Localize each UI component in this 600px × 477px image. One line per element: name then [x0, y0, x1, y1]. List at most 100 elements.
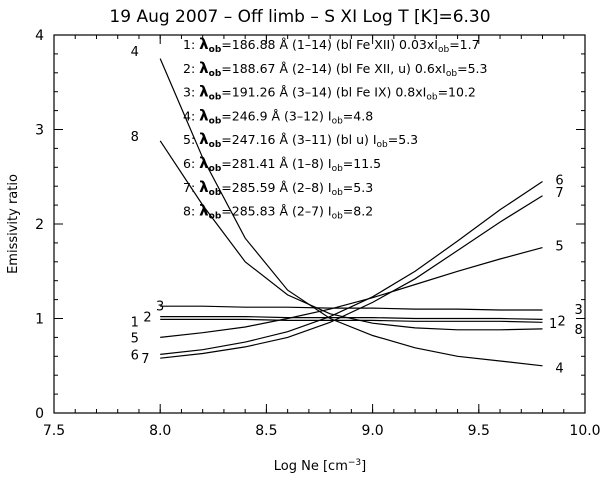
x-axis-label-main: Log Ne [cm [274, 459, 348, 474]
y-tick-label: 0 [35, 406, 44, 422]
legend-entry-part: =281.41 Å (1–8) I [221, 156, 331, 171]
legend-entry-part: ob [438, 45, 450, 55]
legend-entry-part: λ [199, 35, 209, 53]
legend-entry-part: =191.26 Å (3–14) (bl Fe IX) 0.8xI [221, 85, 426, 100]
legend-entry: 8: λob=285.83 Å (2–7) Iob=8.2 [183, 202, 373, 222]
series-line-6 [160, 181, 543, 355]
legend-entry: 1: λob=186.88 Å (1–14) (bl Fe XII) 0.03x… [183, 35, 480, 55]
legend-entry-part: λ [199, 106, 209, 124]
series-line-8 [159, 140, 543, 331]
legend-entry: 4: λob=246.9 Å (3–12) Iob=4.8 [183, 106, 373, 126]
legend-entry: 7: λob=285.59 Å (2–8) Iob=5.3 [183, 178, 373, 198]
legend-entry-part: ob [426, 93, 438, 103]
x-tick-label: 10.0 [569, 423, 600, 439]
legend-entry: 6: λob=281.41 Å (1–8) Iob=11.5 [183, 154, 381, 174]
line-label: 2 [143, 311, 151, 326]
legend-entry-part: ob [209, 188, 222, 198]
legend-entry-part: =188.67 Å (2–14) (bl Fe XII, u) 0.6xI [221, 61, 446, 76]
legend-entry-part: =8.2 [343, 204, 373, 219]
series-line-7 [160, 195, 543, 359]
x-tick-label: 9.0 [361, 423, 383, 439]
legend-entry-part: =11.5 [343, 156, 381, 171]
legend-entry-part: ob [332, 116, 344, 126]
legend-entry-part: 3: [183, 85, 199, 100]
line-label: 8 [131, 130, 139, 145]
legend-entry-part: =247.16 Å (3–11) (bl u) I [221, 132, 376, 147]
line-label: 6 [131, 348, 139, 363]
legend-entry-part: ob [209, 164, 222, 174]
legend-entry-part: 8: [183, 204, 199, 219]
legend-entry-part: ob [209, 140, 222, 150]
legend-entry-part: =285.59 Å (2–8) I [221, 180, 331, 195]
legend-entry-part: =5.3 [457, 61, 487, 76]
legend-entry-part: λ [199, 130, 209, 148]
line-label: 2 [557, 314, 565, 329]
legend-entry-part: ob [209, 69, 222, 79]
legend: 1: λob=186.88 Å (1–14) (bl Fe XII) 0.03x… [183, 35, 487, 222]
line-label: 1 [549, 317, 557, 332]
legend-entry-part: ob [209, 45, 222, 55]
legend-entry-part: 6: [183, 156, 199, 171]
legend-entry-part: =5.3 [388, 132, 418, 147]
legend-entry-part: λ [199, 202, 209, 220]
legend-entry-part: =4.8 [343, 108, 373, 123]
legend-entry-part: 1: [183, 37, 199, 52]
chart-title: 19 Aug 2007 – Off limb – S XI Log T [K]=… [109, 7, 490, 27]
legend-entry-part: λ [199, 59, 209, 77]
legend-entry-part: ob [446, 69, 458, 79]
legend-entry: 5: λob=247.16 Å (3–11) (bl u) Iob=5.3 [183, 130, 418, 150]
x-axis-label-end: ] [361, 459, 366, 474]
line-label: 1 [131, 315, 139, 330]
legend-entry-part: 4: [183, 108, 199, 123]
line-label: 4 [131, 45, 139, 60]
legend-entry-part: 2: [183, 61, 199, 76]
series-line-1 [160, 316, 543, 320]
x-tick-label: 7.5 [43, 423, 65, 439]
series-line-2 [160, 318, 543, 323]
line-label: 8 [574, 323, 582, 338]
legend-entry-part: ob [377, 140, 389, 150]
y-tick-label: 2 [35, 217, 44, 233]
line-label: 5 [131, 331, 139, 346]
legend-entry-part: λ [199, 83, 209, 101]
legend-entry-part: λ [199, 154, 209, 172]
legend-entry-part: 7: [183, 180, 199, 195]
legend-entry-part: ob [332, 212, 344, 222]
y-tick-label: 3 [35, 123, 44, 139]
x-axis-label-superscript: −3 [348, 458, 361, 468]
legend-entry-part: =1.7 [449, 37, 479, 52]
series-line-5 [160, 247, 543, 338]
legend-entry-part: =10.2 [438, 85, 476, 100]
series-line-3 [160, 305, 543, 311]
legend-entry: 3: λob=191.26 Å (3–14) (bl Fe IX) 0.8xIo… [183, 83, 476, 103]
x-axis-label: Log Ne [cm−3] [274, 458, 366, 474]
legend-entry-part: ob [209, 116, 222, 126]
line-label: 5 [555, 240, 563, 255]
legend-entry-part: ob [209, 212, 222, 222]
y-tick-label: 1 [35, 312, 44, 328]
line-label: 3 [156, 299, 164, 314]
line-label: 7 [555, 186, 563, 201]
legend-entry-part: ob [209, 93, 222, 103]
y-tick-label: 4 [35, 28, 44, 44]
legend-entry-part: =246.9 Å (3–12) I [221, 108, 331, 123]
line-label: 4 [555, 362, 563, 377]
legend-entry-part: =5.3 [343, 180, 373, 195]
legend-entry-part: =186.88 Å (1–14) (bl Fe XII) 0.03xI [221, 37, 438, 52]
legend-entry-part: =285.83 Å (2–7) I [221, 204, 331, 219]
series-lines [159, 58, 543, 367]
legend-entry-part: λ [199, 178, 209, 196]
x-tick-label: 9.5 [468, 423, 490, 439]
line-label: 7 [141, 352, 149, 367]
legend-entry: 2: λob=188.67 Å (2–14) (bl Fe XII, u) 0.… [183, 59, 487, 79]
x-tick-label: 8.0 [149, 423, 171, 439]
series-line-4 [159, 58, 543, 367]
legend-entry-part: 5: [183, 132, 199, 147]
line-label: 3 [574, 303, 582, 318]
legend-entry-part: ob [332, 188, 344, 198]
legend-entry-part: ob [332, 164, 344, 174]
x-tick-label: 8.5 [255, 423, 277, 439]
